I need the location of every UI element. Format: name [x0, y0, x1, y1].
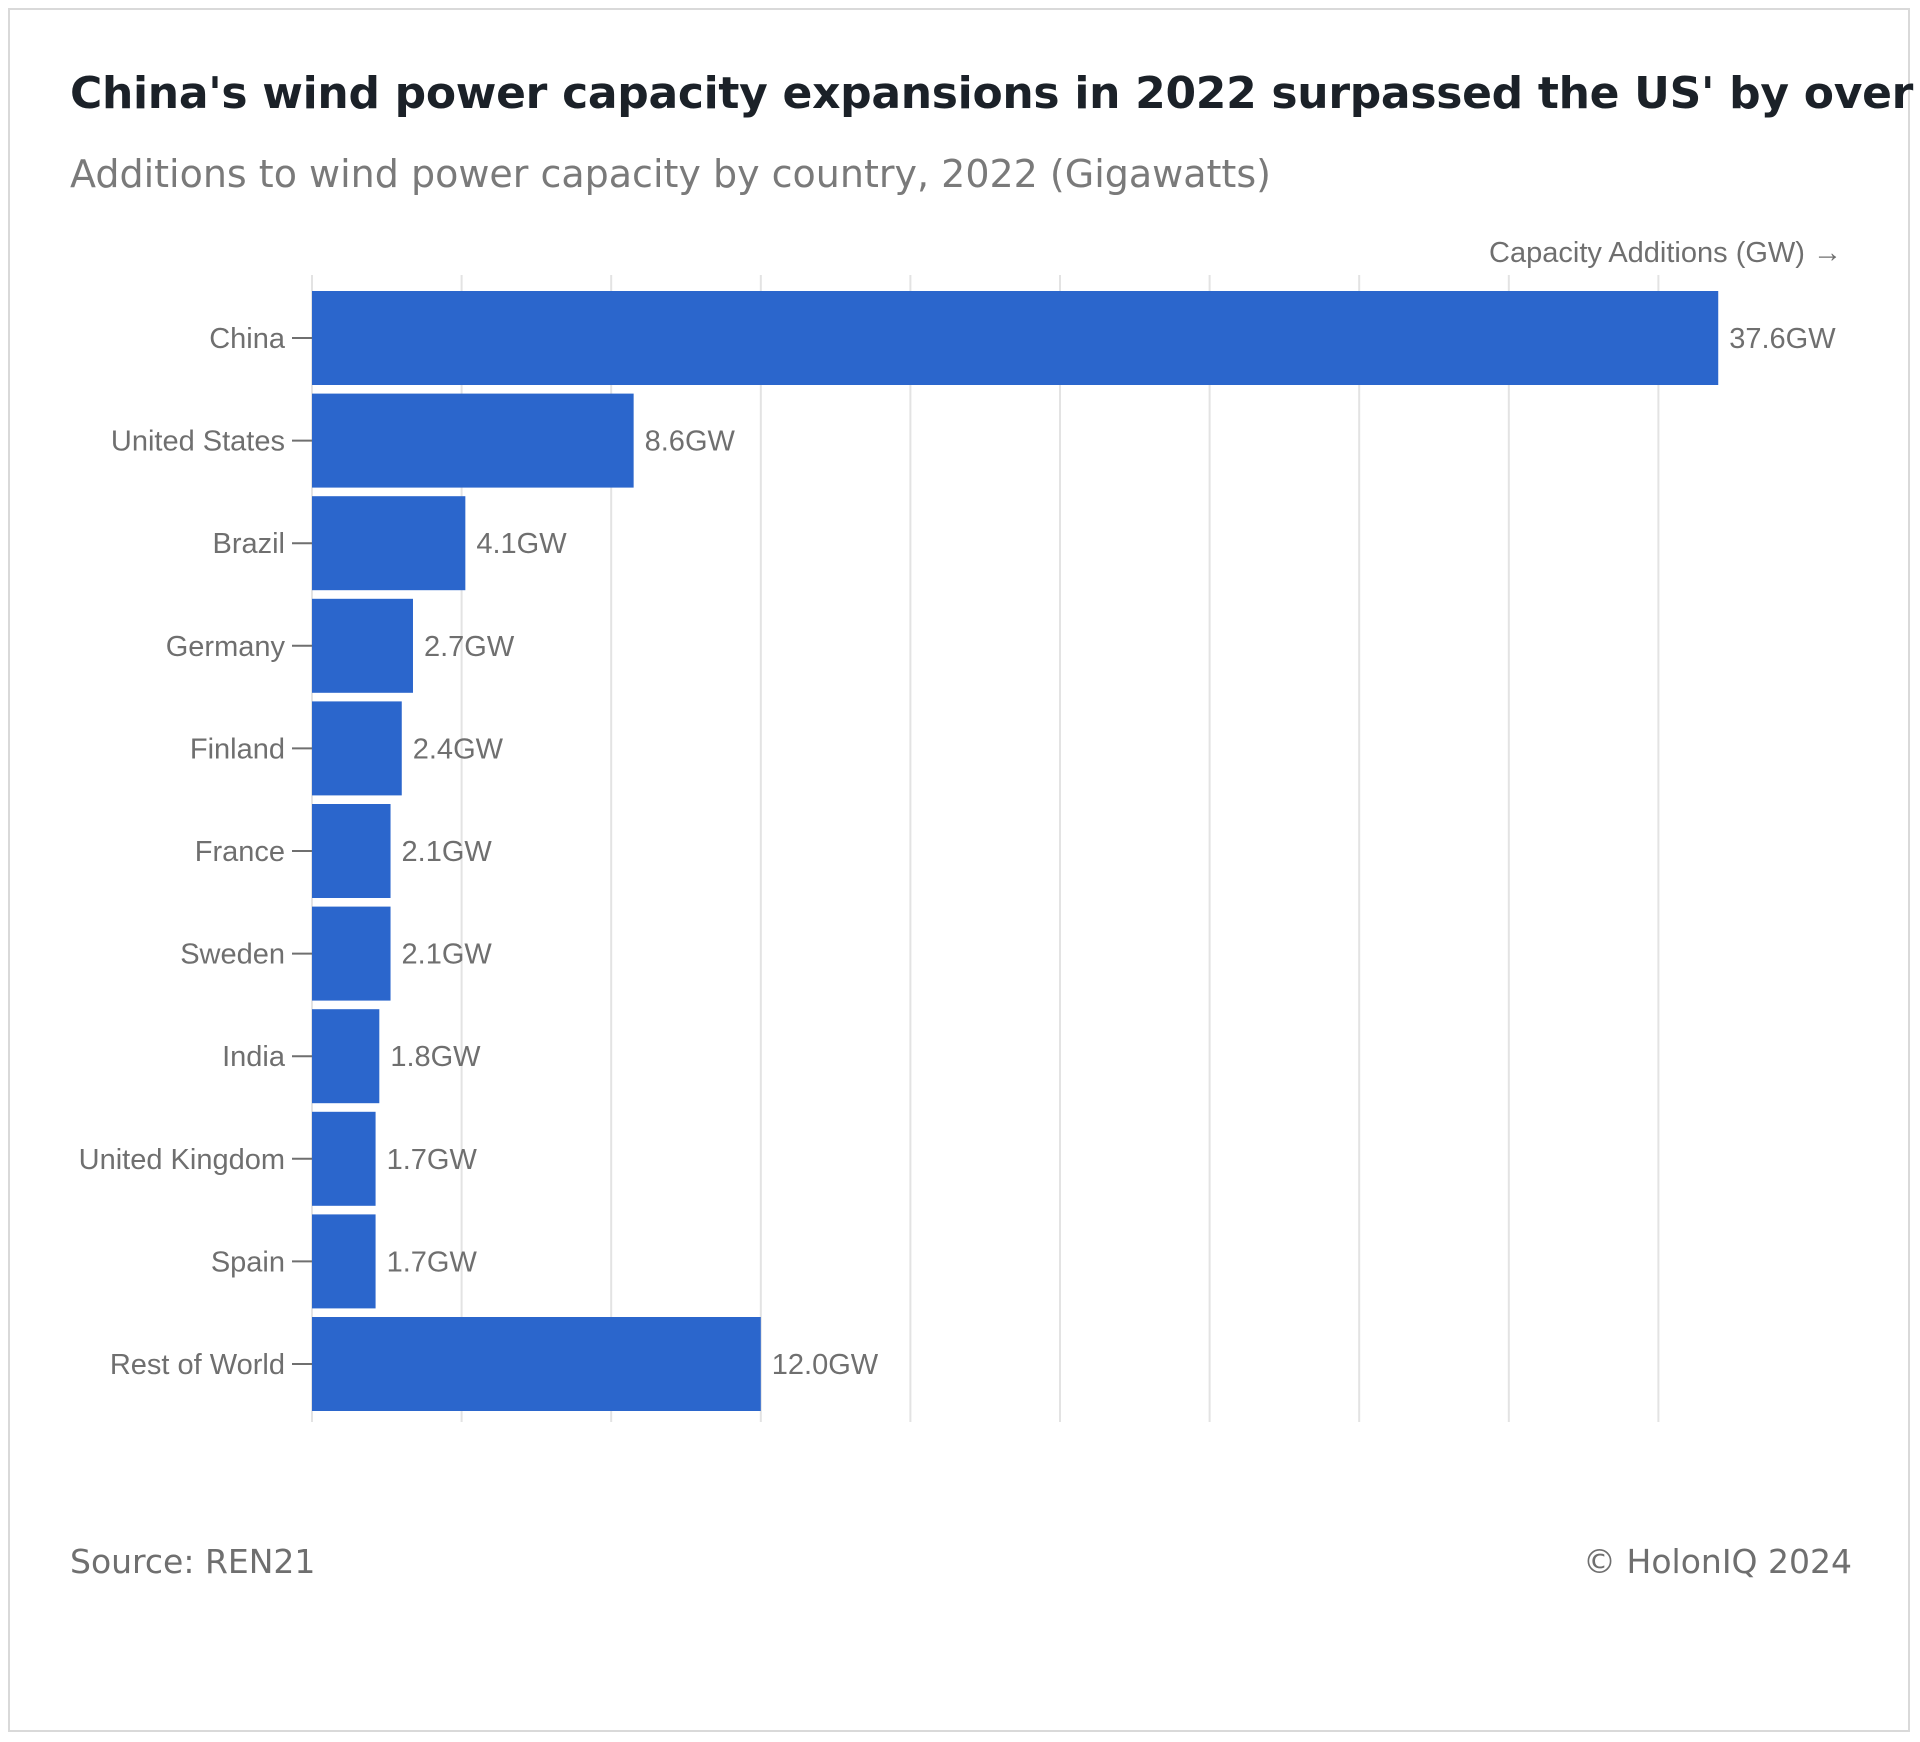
bar	[312, 598, 413, 693]
value-labels: 37.6GW 8.6GW 4.1GW 2.7GW 2.4GW 2.1GW 2.1GW 1.8G…	[387, 323, 1837, 1381]
data-label: 12.0GW	[772, 1349, 879, 1381]
x-axis-label: Capacity Additions (GW) →	[1489, 237, 1842, 269]
category-label: Germany	[166, 631, 286, 663]
chart-title: China's wind power capacity expansions i…	[70, 68, 1920, 119]
bar	[312, 393, 634, 488]
bar	[312, 1214, 376, 1309]
category-label: Finland	[190, 733, 285, 765]
bar	[312, 1317, 761, 1411]
data-label: 8.6GW	[645, 426, 736, 458]
category-label: Spain	[211, 1246, 285, 1278]
data-label: 2.4GW	[413, 733, 504, 765]
bar	[312, 906, 391, 1001]
category-labels: China United States Brazil Germany Finland Fr…	[79, 323, 312, 1381]
bar	[312, 496, 466, 591]
bar	[312, 701, 402, 796]
chart-subtitle: Additions to wind power capacity by coun…	[70, 152, 1271, 196]
bar	[312, 1111, 376, 1206]
data-label: 1.8GW	[390, 1041, 481, 1073]
category-label: Sweden	[180, 939, 285, 971]
bar	[312, 291, 1719, 385]
copyright-note: © HolonIQ 2024	[1583, 1542, 1852, 1581]
data-label: 37.6GW	[1729, 323, 1836, 355]
bar	[312, 1009, 380, 1104]
category-label: United States	[111, 426, 285, 458]
source-note: Source: REN21	[70, 1542, 316, 1581]
category-label: France	[195, 836, 285, 868]
bars	[312, 291, 1719, 1411]
category-label: Rest of World	[110, 1349, 285, 1381]
data-label: 4.1GW	[476, 528, 567, 560]
category-label: India	[222, 1041, 286, 1073]
data-label: 1.7GW	[387, 1144, 478, 1176]
category-label: Brazil	[212, 528, 285, 560]
bar	[312, 804, 391, 898]
data-label: 2.1GW	[402, 836, 493, 868]
category-label: United Kingdom	[79, 1144, 285, 1176]
category-label: China	[209, 323, 286, 355]
data-label: 1.7GW	[387, 1246, 478, 1278]
data-label: 2.1GW	[402, 939, 493, 971]
data-label: 2.7GW	[424, 631, 515, 663]
